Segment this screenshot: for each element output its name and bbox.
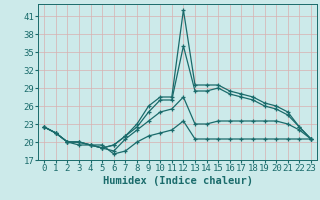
X-axis label: Humidex (Indice chaleur): Humidex (Indice chaleur)	[103, 176, 252, 186]
